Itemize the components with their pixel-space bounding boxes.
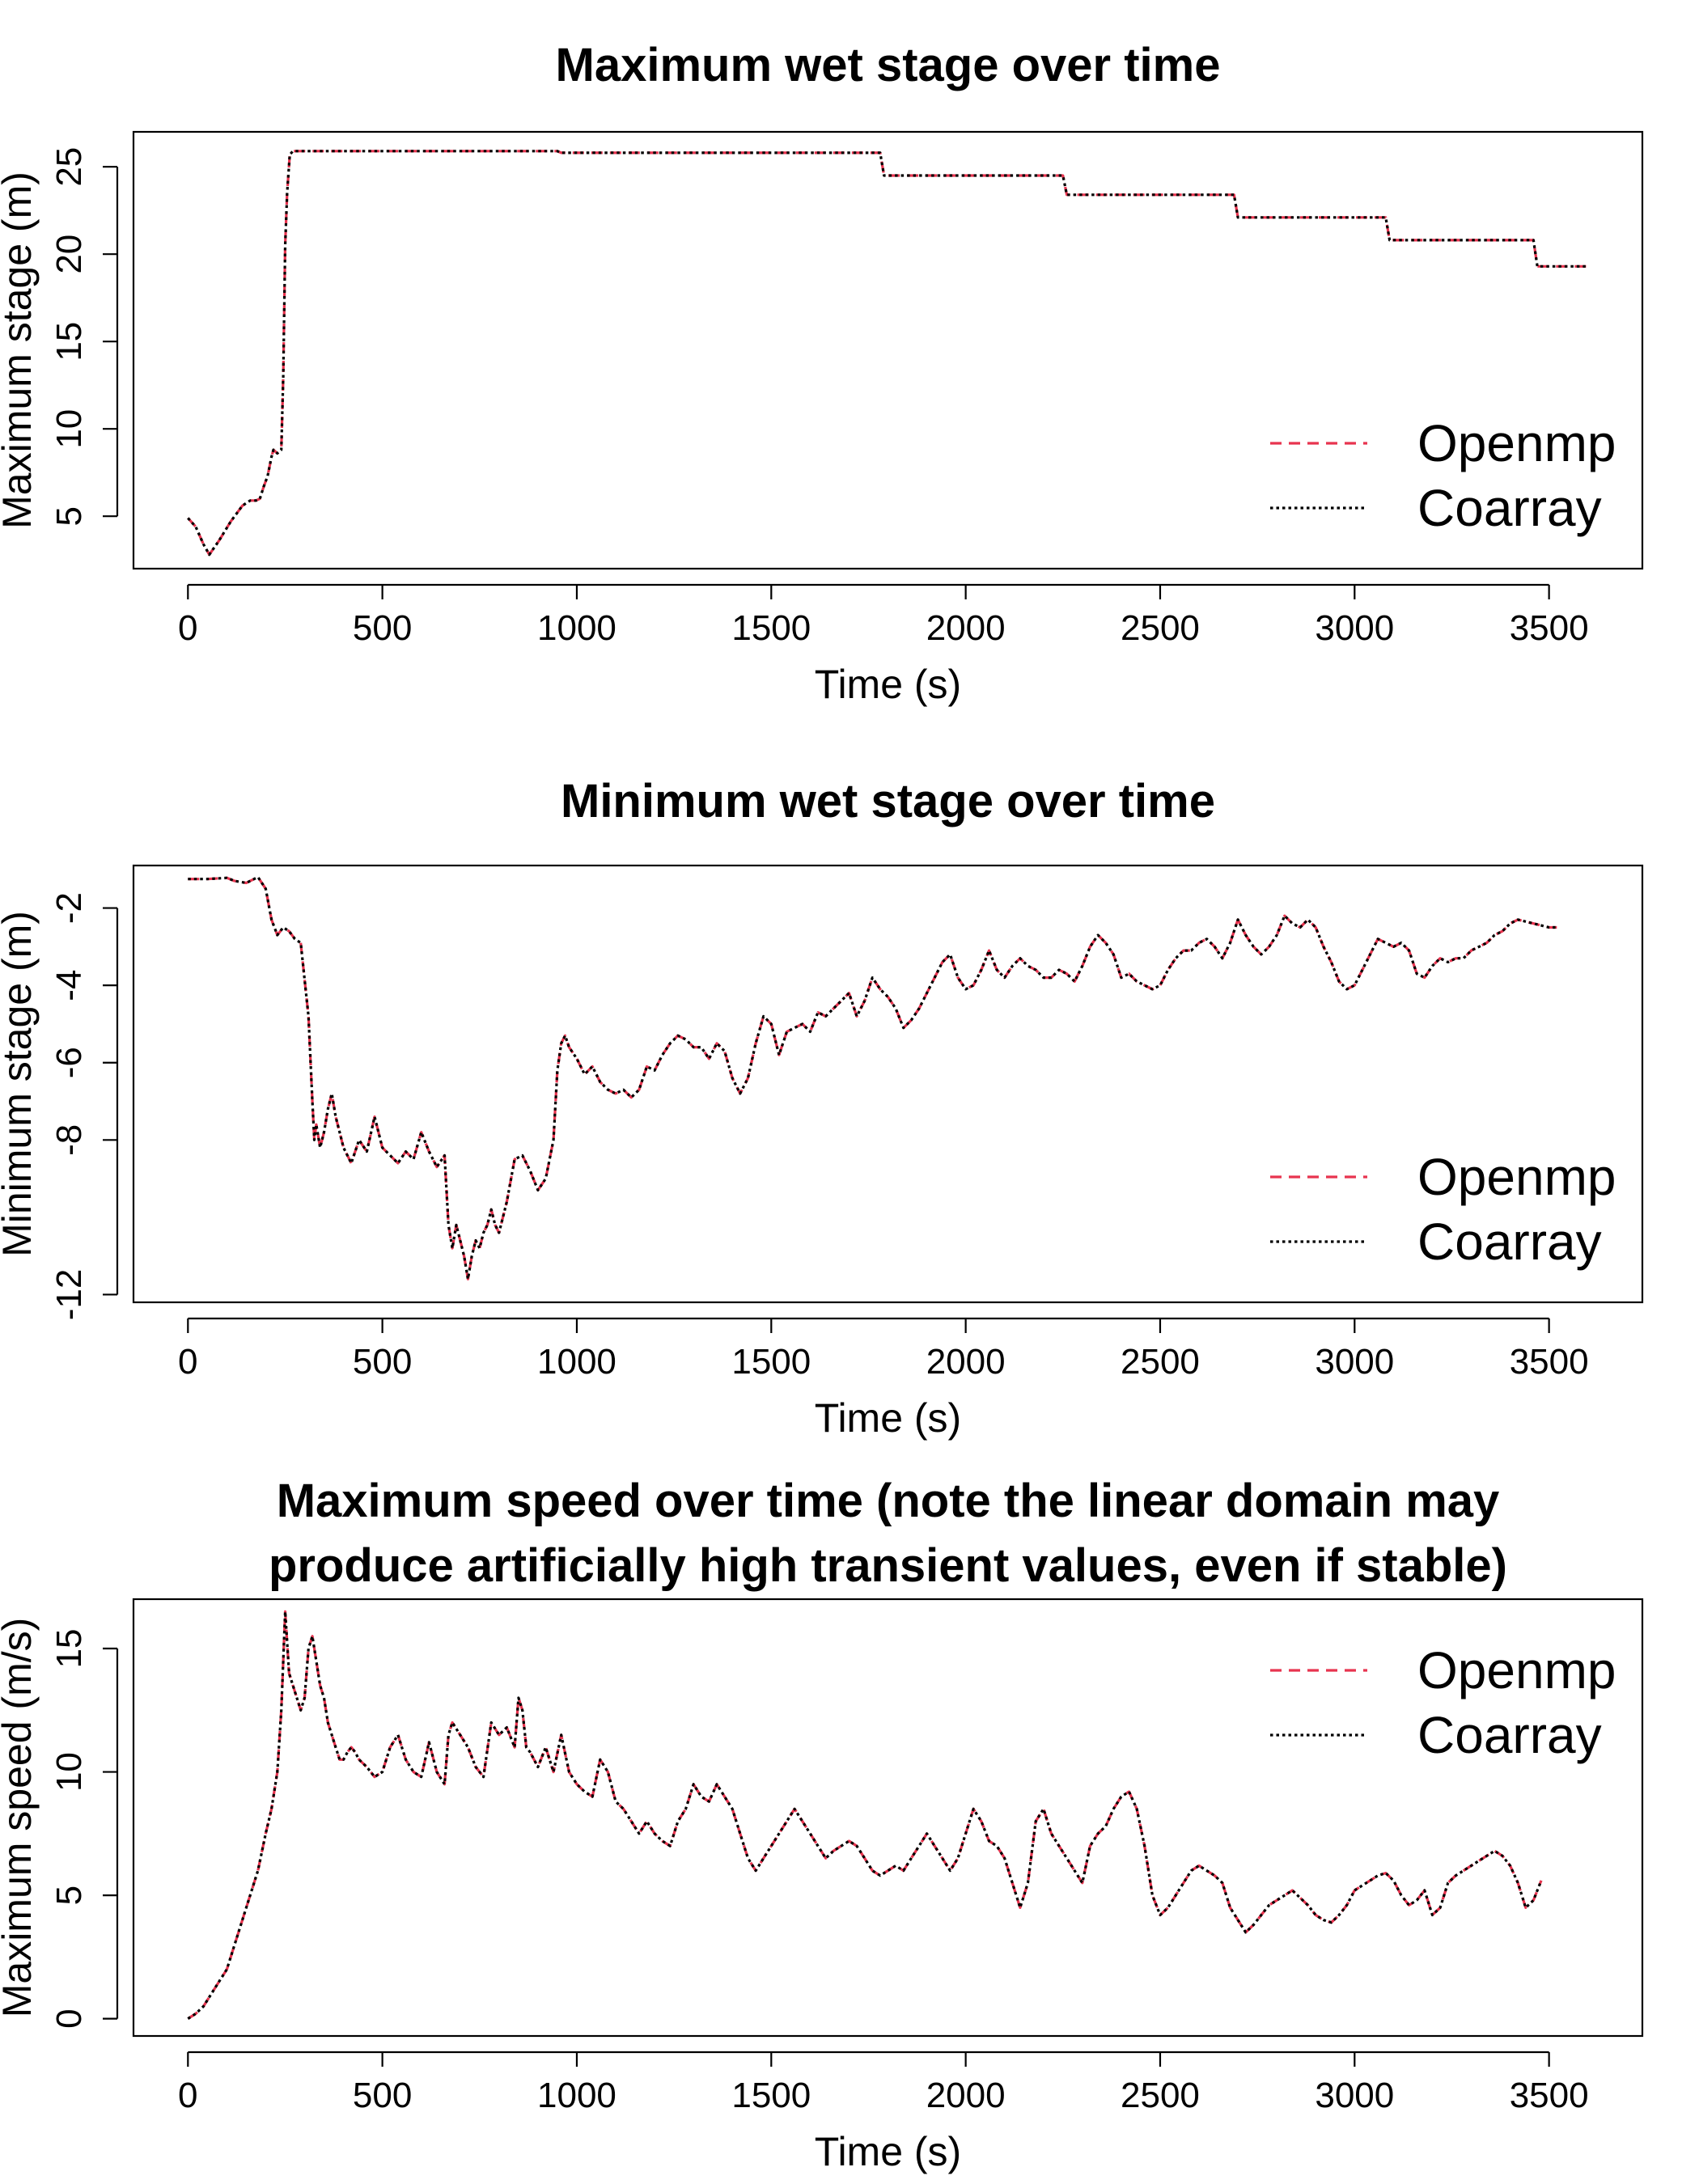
x-tick-label: 2000 (926, 608, 1006, 648)
series-line-coarray (187, 1610, 1543, 2020)
x-tick-label: 2500 (1121, 1342, 1200, 1382)
y-tick-label: 5 (49, 1886, 89, 1905)
x-tick-label: 1500 (731, 1342, 811, 1382)
x-tick-label: 2000 (926, 2076, 1006, 2115)
panel-max-stage: Maximum wet stage over time 0 500 1000 1500 2… (0, 39, 1644, 707)
x-tick-label: 3000 (1315, 1342, 1394, 1382)
plot-frame (132, 1598, 1644, 2038)
x-axis-label: Time (s) (815, 662, 961, 707)
x-tick-label: 3000 (1315, 2076, 1394, 2115)
panel-max-speed: Maximum speed over time (note the linear… (0, 1475, 1644, 2174)
x-tick-label: 3500 (1510, 2076, 1589, 2115)
series-line-openmp (187, 1610, 1543, 2020)
x-tick-label: 2500 (1121, 2076, 1200, 2115)
legend-label-coarray: Coarray (1417, 1213, 1602, 1271)
y-tick-label: 0 (49, 2008, 89, 2028)
x-tick-label: 500 (353, 608, 412, 648)
y-tick-label: -4 (49, 970, 89, 1001)
y-tick-label: -6 (49, 1047, 89, 1078)
legend-label-coarray: Coarray (1417, 1706, 1602, 1764)
series-line-openmp (188, 875, 1557, 1280)
x-tick-label: 0 (178, 1342, 197, 1382)
x-axis-label: Time (s) (815, 1395, 961, 1441)
x-tick-label: 3000 (1315, 608, 1394, 648)
series-line-coarray (187, 150, 1588, 557)
chart-title-line-0: Minimum wet stage over time (561, 775, 1215, 827)
x-tick-label: 500 (353, 2076, 412, 2115)
y-tick-label: -12 (49, 1269, 89, 1321)
series-line-openmp (187, 150, 1588, 557)
y-axis-label: Maximum stage (m) (0, 171, 40, 529)
chart-title-line-0: Maximum wet stage over time (556, 39, 1221, 91)
y-tick-label: 20 (49, 235, 89, 274)
y-tick-label: 15 (49, 1629, 89, 1669)
x-tick-label: 1000 (537, 1342, 616, 1382)
y-tick-label: 25 (49, 147, 89, 187)
x-tick-label: 0 (178, 608, 197, 648)
x-tick-label: 2000 (926, 1342, 1006, 1382)
x-tick-label: 2500 (1121, 608, 1200, 648)
series-line-coarray (188, 875, 1557, 1280)
plot-frame (132, 130, 1644, 570)
chart-title-line-0: Maximum speed over time (note the linear… (277, 1475, 1500, 1527)
y-tick-label: 10 (49, 409, 89, 449)
y-tick-label: -8 (49, 1124, 89, 1156)
y-tick-label: 5 (49, 506, 89, 526)
legend-label-openmp: Openmp (1417, 414, 1616, 472)
x-tick-label: 1000 (537, 2076, 616, 2115)
x-tick-label: 500 (353, 1342, 412, 1382)
legend-label-openmp: Openmp (1417, 1641, 1616, 1699)
legend-label-openmp: Openmp (1417, 1148, 1616, 1206)
x-tick-label: 3500 (1510, 1342, 1589, 1382)
x-tick-label: 1500 (731, 2076, 811, 2115)
x-tick-label: 1000 (537, 608, 616, 648)
y-tick-label: 15 (49, 322, 89, 362)
x-axis-label: Time (s) (815, 2129, 961, 2174)
panel-min-stage: Minimum wet stage over time 0 500 1000 1500 2… (0, 775, 1644, 1441)
plot-frame (132, 864, 1644, 1304)
legend-label-coarray: Coarray (1417, 479, 1602, 537)
y-axis-label: Minimum stage (m) (0, 911, 40, 1257)
chart-title-line-1: produce artificially high transient valu… (269, 1539, 1507, 1592)
x-tick-label: 0 (178, 2076, 197, 2115)
y-tick-label: 10 (49, 1752, 89, 1792)
y-axis-label: Maximum speed (m/s) (0, 1618, 40, 2018)
y-tick-label: -2 (49, 892, 89, 924)
x-tick-label: 1500 (731, 608, 811, 648)
x-tick-label: 3500 (1510, 608, 1589, 648)
